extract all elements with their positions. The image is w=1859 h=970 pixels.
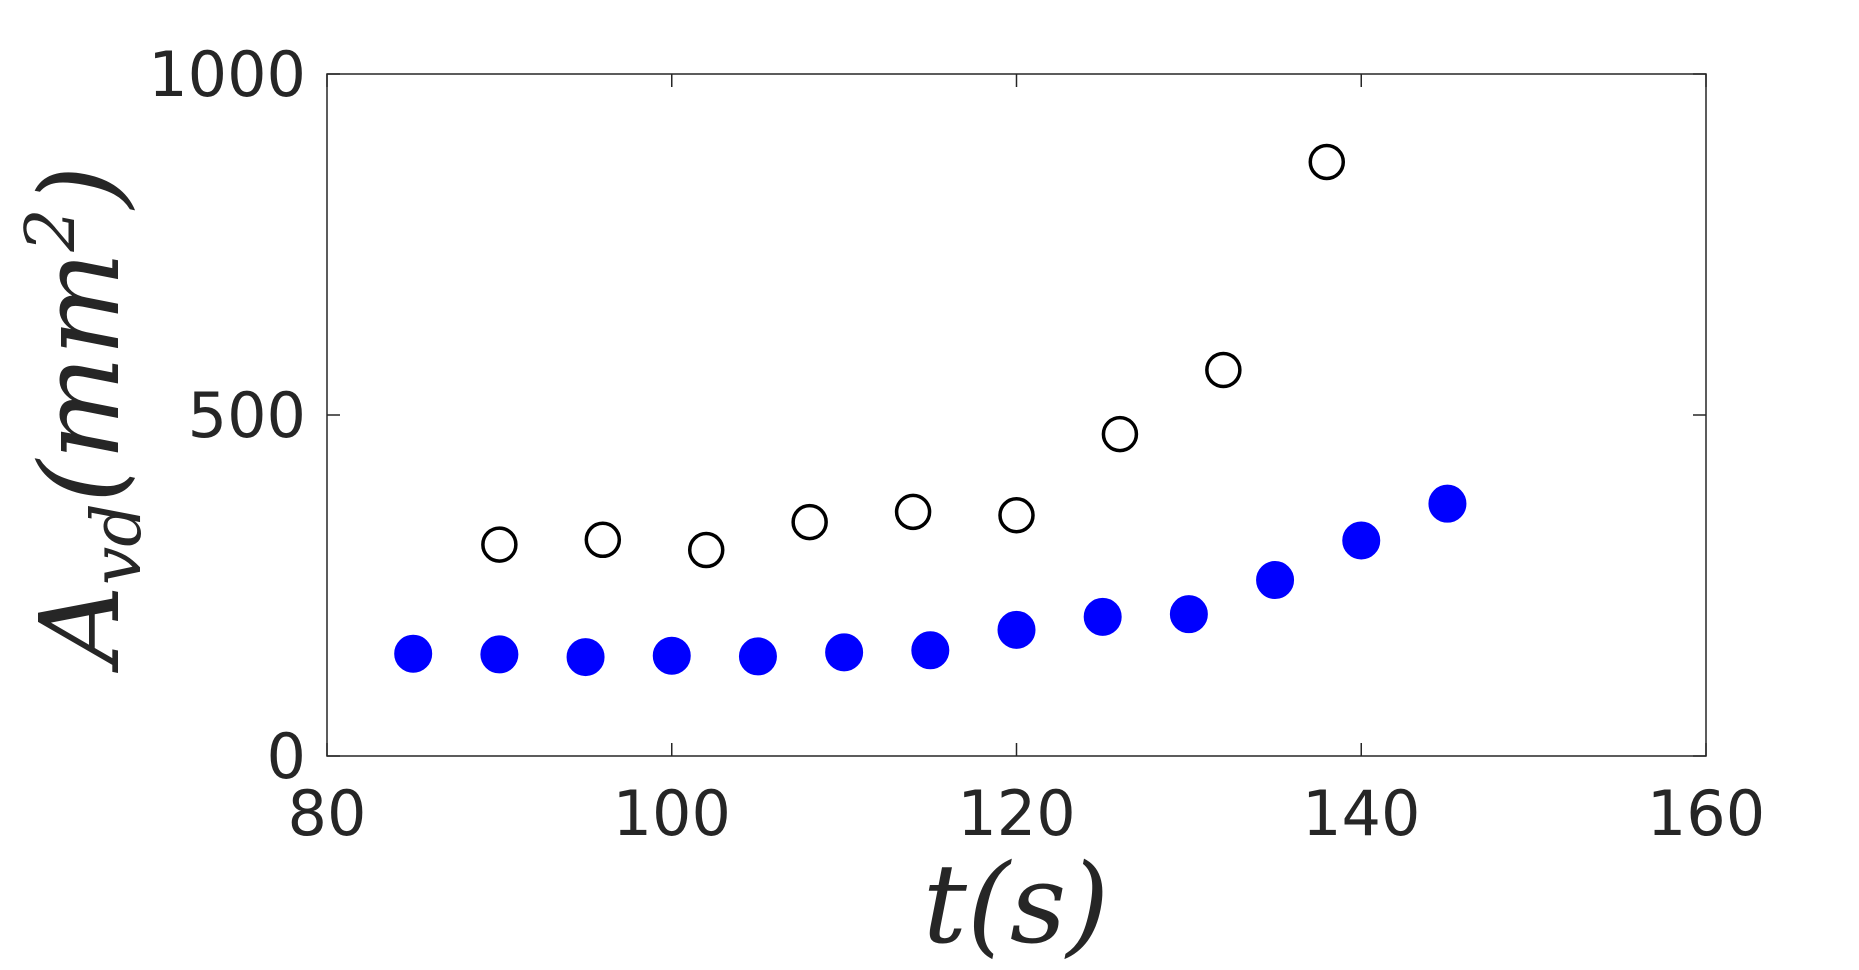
x-tick-labels: 80 100 120 140 160 bbox=[288, 777, 1766, 850]
open-data-point bbox=[687, 531, 725, 569]
filled-data-point bbox=[825, 633, 864, 672]
y-tick-label: 1000 bbox=[148, 38, 306, 111]
x-tick-label: 140 bbox=[1302, 777, 1420, 850]
x-tick-label: 80 bbox=[288, 777, 367, 850]
filled-data-point bbox=[911, 631, 950, 670]
open-data-point bbox=[1101, 415, 1139, 453]
x-axis-label: t(s) bbox=[923, 840, 1109, 968]
open-data-point bbox=[791, 503, 828, 541]
open-data-point bbox=[1308, 143, 1346, 181]
ticks bbox=[326, 73, 1707, 757]
series-1 bbox=[394, 484, 1467, 677]
series-0 bbox=[481, 143, 1346, 569]
filled-data-point bbox=[480, 635, 519, 674]
filled-data-point bbox=[652, 636, 691, 675]
open-data-point bbox=[584, 521, 622, 559]
plot-area bbox=[326, 73, 1707, 757]
y-tick-label: 0 bbox=[267, 720, 306, 793]
filled-data-point bbox=[1169, 595, 1208, 634]
open-data-point bbox=[481, 526, 518, 563]
filled-data-point bbox=[566, 638, 605, 677]
filled-data-point bbox=[738, 637, 777, 676]
y-tick-labels: 0 500 1000 bbox=[148, 38, 306, 793]
x-tick-label: 160 bbox=[1647, 777, 1765, 850]
open-data-point bbox=[998, 497, 1035, 534]
open-data-point bbox=[1205, 351, 1242, 389]
filled-data-point bbox=[394, 634, 433, 673]
open-data-point bbox=[894, 493, 932, 531]
y-axis-label-group: Avd(mm2) bbox=[12, 165, 157, 673]
y-tick-label: 500 bbox=[188, 379, 306, 452]
filled-data-point bbox=[1342, 521, 1381, 560]
x-tick-label: 120 bbox=[957, 777, 1075, 850]
filled-data-point bbox=[1083, 597, 1122, 636]
filled-data-point bbox=[997, 610, 1036, 649]
y-axis-label: Avd(mm2) bbox=[12, 165, 157, 673]
data-points bbox=[394, 143, 1467, 677]
filled-data-point bbox=[1256, 561, 1295, 600]
x-tick-label: 100 bbox=[613, 777, 731, 850]
filled-data-point bbox=[1428, 484, 1467, 523]
